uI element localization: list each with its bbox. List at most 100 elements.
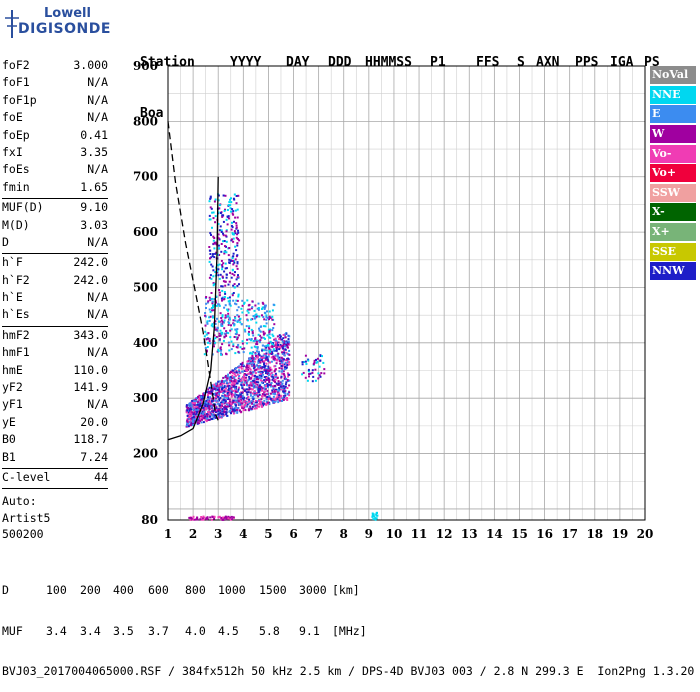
echo-point <box>274 385 277 388</box>
echo-point <box>243 369 246 372</box>
echo-point <box>230 393 233 396</box>
echo-point <box>371 512 374 515</box>
echo-point <box>218 392 220 395</box>
echo-point <box>190 421 193 424</box>
echo-point <box>275 362 278 365</box>
echo-point <box>225 218 228 221</box>
footer-distance-value: 400 <box>113 583 134 597</box>
echo-point <box>219 346 222 349</box>
echo-point <box>243 373 246 375</box>
echo-point <box>262 316 265 318</box>
echo-point <box>254 352 257 355</box>
echo-point <box>204 312 207 314</box>
echo-point <box>272 335 275 338</box>
footer-distance-value: 800 <box>185 583 206 597</box>
echo-point <box>285 362 287 365</box>
echo-point <box>283 363 286 366</box>
echo-point <box>234 271 236 274</box>
echo-point <box>188 516 191 519</box>
echo-point <box>196 401 199 404</box>
param-row-clevel: C-level 44 <box>2 470 108 487</box>
echo-point <box>247 363 250 366</box>
echo-point <box>224 267 227 270</box>
echo-point <box>269 361 271 364</box>
echo-point <box>284 392 287 395</box>
echo-point <box>188 413 191 416</box>
echo-point <box>252 386 255 389</box>
echo-point <box>281 382 284 385</box>
echo-point <box>277 344 280 346</box>
echo-point <box>372 518 375 521</box>
echo-point <box>226 215 229 218</box>
echo-point <box>286 343 289 346</box>
echo-point <box>238 365 241 368</box>
echo-point <box>218 254 221 256</box>
echo-point <box>227 254 230 257</box>
echo-point <box>262 356 265 359</box>
echo-point <box>254 338 257 341</box>
echo-point <box>279 346 282 349</box>
echo-point <box>247 365 250 367</box>
echo-point <box>218 289 221 291</box>
echo-point <box>218 332 221 335</box>
echo-point <box>218 408 221 411</box>
echo-point <box>186 414 189 417</box>
echo-point <box>207 396 209 399</box>
echo-point <box>233 386 236 389</box>
param-value: 20.0 <box>80 414 108 429</box>
echo-point <box>255 315 258 318</box>
echo-point <box>217 303 220 306</box>
echo-point <box>200 414 203 417</box>
echo-point <box>269 368 272 371</box>
echo-point <box>229 304 232 307</box>
echo-point <box>284 348 287 351</box>
echo-point <box>219 329 222 332</box>
echo-point <box>223 406 226 409</box>
echo-point <box>195 412 198 415</box>
echo-point <box>304 360 307 363</box>
echo-point <box>241 370 244 373</box>
echo-point <box>191 411 194 414</box>
echo-point <box>232 516 235 519</box>
echo-point <box>238 404 241 407</box>
echo-point <box>288 335 291 338</box>
params-group-confidence: C-level 44 <box>2 470 108 487</box>
echo-point <box>213 237 216 239</box>
echo-point <box>287 375 290 378</box>
echo-point <box>275 348 278 351</box>
echo-point <box>223 414 226 417</box>
echo-point <box>244 404 246 407</box>
echo-point <box>200 415 203 418</box>
echo-point <box>226 396 229 399</box>
echo-point <box>220 349 222 352</box>
echo-point <box>301 363 304 366</box>
echo-point <box>236 276 239 279</box>
param-row-he: h`E N/A <box>2 290 108 307</box>
echo-point <box>251 356 254 359</box>
echo-point <box>207 419 210 421</box>
echo-point <box>192 402 195 405</box>
echo-point <box>223 381 225 384</box>
echo-point <box>222 232 224 235</box>
echo-point <box>213 517 216 520</box>
echo-point <box>274 393 276 396</box>
echo-point <box>208 200 211 203</box>
echo-point <box>254 382 257 385</box>
echo-point <box>280 361 283 364</box>
echo-point <box>227 402 230 405</box>
echo-point <box>247 372 250 375</box>
echo-point <box>221 314 224 317</box>
echo-point <box>263 376 266 379</box>
echo-point <box>223 250 226 253</box>
echo-point <box>220 250 223 253</box>
echo-point <box>235 379 238 382</box>
echo-point <box>266 384 269 387</box>
echo-point <box>247 304 250 307</box>
echo-point <box>220 353 223 356</box>
echo-point <box>241 304 244 307</box>
echo-point <box>266 392 269 395</box>
echo-point <box>212 284 215 287</box>
echo-point <box>231 410 234 413</box>
echo-point <box>223 327 226 330</box>
echo-point <box>255 321 258 324</box>
